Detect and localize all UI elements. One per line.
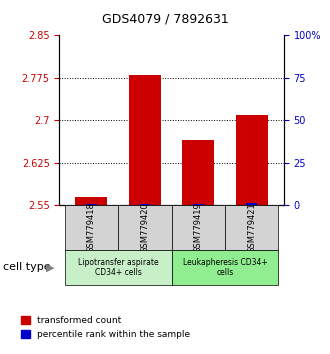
FancyBboxPatch shape [225, 205, 279, 250]
FancyBboxPatch shape [172, 250, 279, 285]
Bar [247, 203, 257, 205]
FancyBboxPatch shape [118, 205, 172, 250]
Text: cell type: cell type [3, 262, 51, 272]
Bar [236, 115, 268, 205]
FancyBboxPatch shape [65, 250, 172, 285]
Text: Lipotransfer aspirate
CD34+ cells: Lipotransfer aspirate CD34+ cells [78, 258, 158, 277]
Text: GSM779418: GSM779418 [87, 202, 96, 253]
Bar [76, 197, 108, 205]
Bar [140, 204, 150, 205]
FancyBboxPatch shape [65, 205, 118, 250]
Text: GSM779419: GSM779419 [194, 202, 203, 253]
Legend: transformed count, percentile rank within the sample: transformed count, percentile rank withi… [21, 316, 190, 339]
Text: ▶: ▶ [46, 262, 54, 272]
Bar [129, 75, 161, 205]
Text: GDS4079 / 7892631: GDS4079 / 7892631 [102, 12, 228, 25]
FancyBboxPatch shape [172, 205, 225, 250]
Text: Leukapheresis CD34+
cells: Leukapheresis CD34+ cells [182, 258, 267, 277]
Text: GSM779421: GSM779421 [247, 202, 256, 253]
Text: GSM779420: GSM779420 [140, 202, 149, 253]
Bar [182, 140, 214, 205]
